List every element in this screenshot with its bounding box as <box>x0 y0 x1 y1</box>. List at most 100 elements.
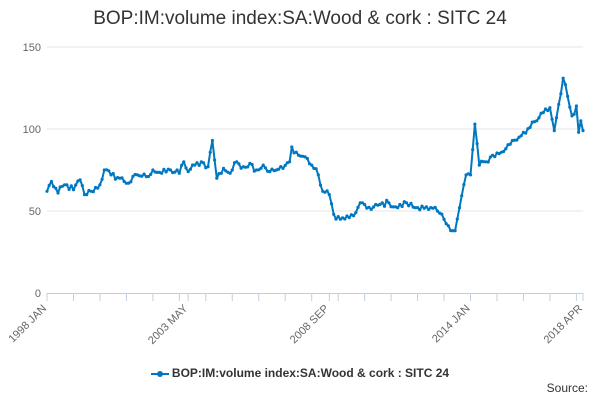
data-point <box>67 187 71 191</box>
data-point <box>537 116 541 120</box>
data-point <box>451 229 455 233</box>
data-point <box>334 217 338 221</box>
data-point <box>120 176 124 180</box>
data-point <box>524 131 528 135</box>
data-point <box>360 201 364 205</box>
data-point <box>541 111 545 115</box>
data-point <box>100 177 104 181</box>
data-point <box>352 214 356 218</box>
data-point <box>283 163 287 167</box>
axis-layer: 0 50 100 150 1998 JAN 2003 MAY 2008 SEP 2014 JA… <box>6 42 585 347</box>
data-point <box>515 138 519 142</box>
y-tick-label: 50 <box>29 206 41 218</box>
data-point <box>140 174 144 178</box>
data-point <box>45 189 49 193</box>
data-point <box>47 183 51 187</box>
data-point <box>552 129 556 133</box>
data-point <box>508 142 512 146</box>
data-point <box>74 183 78 187</box>
data-point <box>572 112 576 116</box>
data-point <box>471 148 475 152</box>
data-point <box>475 142 479 146</box>
data-point <box>142 172 146 176</box>
data-point <box>486 160 490 164</box>
data-point <box>80 184 84 188</box>
legend[interactable]: BOP:IM:volume index:SA:Wood & cork : SIT… <box>0 366 600 380</box>
data-point <box>435 209 439 213</box>
data-point <box>442 217 446 221</box>
data-point <box>237 162 241 166</box>
data-point <box>228 171 232 175</box>
data-point <box>559 92 563 96</box>
data-point <box>433 205 437 209</box>
data-point <box>404 201 409 205</box>
data-point <box>259 166 263 170</box>
data-point <box>63 183 67 187</box>
data-point <box>188 167 192 171</box>
data-point <box>314 167 318 171</box>
data-point <box>184 166 188 170</box>
data-point <box>303 155 307 159</box>
data-point <box>407 204 411 208</box>
data-point <box>579 119 583 123</box>
data-point <box>177 171 181 175</box>
data-point <box>343 217 347 221</box>
data-point <box>318 183 323 187</box>
data-point <box>294 150 298 154</box>
data-point <box>107 169 111 173</box>
data-point <box>577 130 581 134</box>
data-point <box>378 202 382 206</box>
data-point <box>427 207 431 211</box>
data-point <box>160 171 164 175</box>
data-point <box>385 198 389 202</box>
data-point <box>398 202 402 207</box>
data-point <box>557 102 561 106</box>
data-point <box>356 205 360 209</box>
data-point <box>305 156 309 161</box>
data-point <box>446 224 450 228</box>
data-point <box>202 161 206 165</box>
data-point <box>581 129 585 133</box>
data-point <box>173 170 177 174</box>
data-point <box>354 211 358 215</box>
data-point <box>327 193 331 197</box>
x-tick-label: 2008 SEP <box>288 303 332 347</box>
data-point <box>409 201 413 205</box>
chart-title: BOP:IM:volume index:SA:Wood & cork : SIT… <box>93 8 507 29</box>
legend-label: BOP:IM:volume index:SA:Wood & cork : SIT… <box>171 366 450 380</box>
data-point <box>270 167 274 171</box>
data-point <box>570 114 574 118</box>
data-point <box>288 160 292 164</box>
data-point <box>332 212 336 216</box>
data-point <box>369 207 373 211</box>
data-point <box>457 206 462 210</box>
x-tick-label: 2014 JAN <box>430 303 473 346</box>
data-point <box>504 147 508 151</box>
data-point <box>175 168 179 172</box>
data-point <box>195 161 199 165</box>
data-point <box>206 165 210 169</box>
data-point <box>416 206 420 210</box>
data-point <box>554 116 559 120</box>
data-point <box>78 178 82 182</box>
data-point <box>268 170 272 174</box>
data-point <box>568 105 572 109</box>
data-point <box>277 167 281 171</box>
data-point <box>221 166 226 170</box>
data-point <box>550 117 554 121</box>
data-point <box>424 205 428 209</box>
data-point <box>444 222 448 226</box>
series-line <box>46 77 584 232</box>
data-point <box>208 150 212 154</box>
data-point <box>52 185 56 189</box>
data-point <box>493 155 497 159</box>
data-point <box>98 183 102 187</box>
data-point <box>85 193 89 197</box>
data-point <box>468 173 473 177</box>
data-point <box>325 189 329 193</box>
y-tick-label: 0 <box>35 288 41 300</box>
data-point <box>347 216 351 220</box>
legend-line-marker-icon <box>150 369 169 379</box>
data-point <box>91 190 95 194</box>
data-point <box>420 204 424 208</box>
